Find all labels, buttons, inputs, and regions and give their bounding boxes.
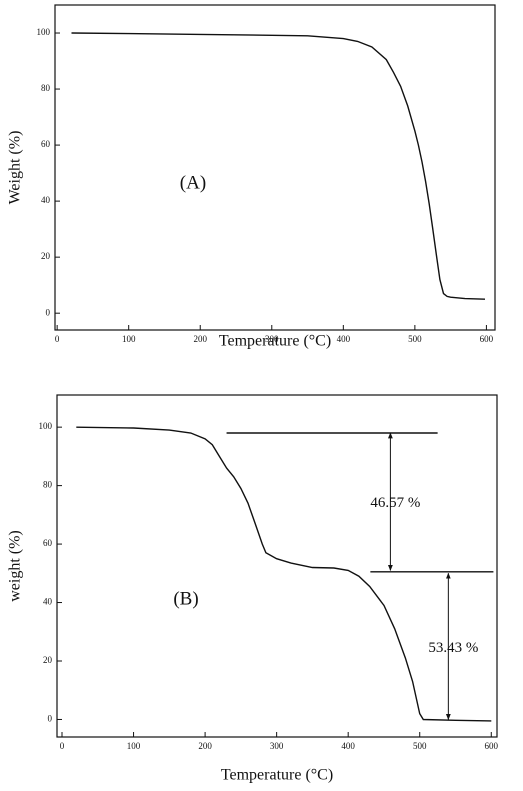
- data-line: [76, 426, 492, 722]
- x-tick-label: 100: [122, 334, 136, 344]
- plot-frame: [56, 394, 498, 738]
- y-tick-label: 80: [43, 480, 53, 490]
- y-tick-label: 0: [48, 714, 53, 724]
- x-tick-label: 0: [55, 334, 60, 344]
- y-tick-label: 0: [46, 307, 51, 317]
- annotation-label: 46.57 %: [370, 495, 420, 511]
- x-tick-label: 300: [265, 334, 279, 344]
- y-tick-label: 60: [41, 139, 51, 149]
- x-tick-label: 600: [485, 741, 499, 751]
- x-axis-title: Temperature (°C): [219, 333, 331, 350]
- x-tick-label: 400: [341, 741, 355, 751]
- y-tick-label: 100: [37, 27, 51, 37]
- y-tick-label: 40: [43, 597, 53, 607]
- x-tick-label: 400: [337, 334, 351, 344]
- annotation-label: 53.43 %: [428, 640, 478, 656]
- panel-label: (B): [173, 588, 198, 609]
- y-tick-label: 80: [41, 83, 51, 93]
- y-tick-label: 40: [41, 195, 51, 205]
- x-axis-title: Temperature (°C): [221, 767, 333, 784]
- y-tick-label: 60: [43, 538, 53, 548]
- x-tick-label: 500: [413, 741, 427, 751]
- y-axis-title: Weight (%): [7, 131, 24, 205]
- y-tick-label: 20: [43, 655, 53, 665]
- panel-label: (A): [180, 172, 206, 193]
- x-tick-label: 300: [270, 741, 284, 751]
- x-tick-label: 200: [198, 741, 212, 751]
- x-tick-label: 100: [127, 741, 141, 751]
- y-tick-label: 20: [41, 251, 51, 261]
- x-tick-label: 500: [408, 334, 422, 344]
- y-axis-title: weight (%): [7, 530, 24, 602]
- x-tick-label: 600: [480, 334, 494, 344]
- x-tick-label: 200: [193, 334, 207, 344]
- data-line: [71, 32, 486, 300]
- plot-frame: [54, 4, 496, 331]
- y-tick-label: 100: [39, 421, 53, 431]
- x-tick-label: 0: [60, 741, 65, 751]
